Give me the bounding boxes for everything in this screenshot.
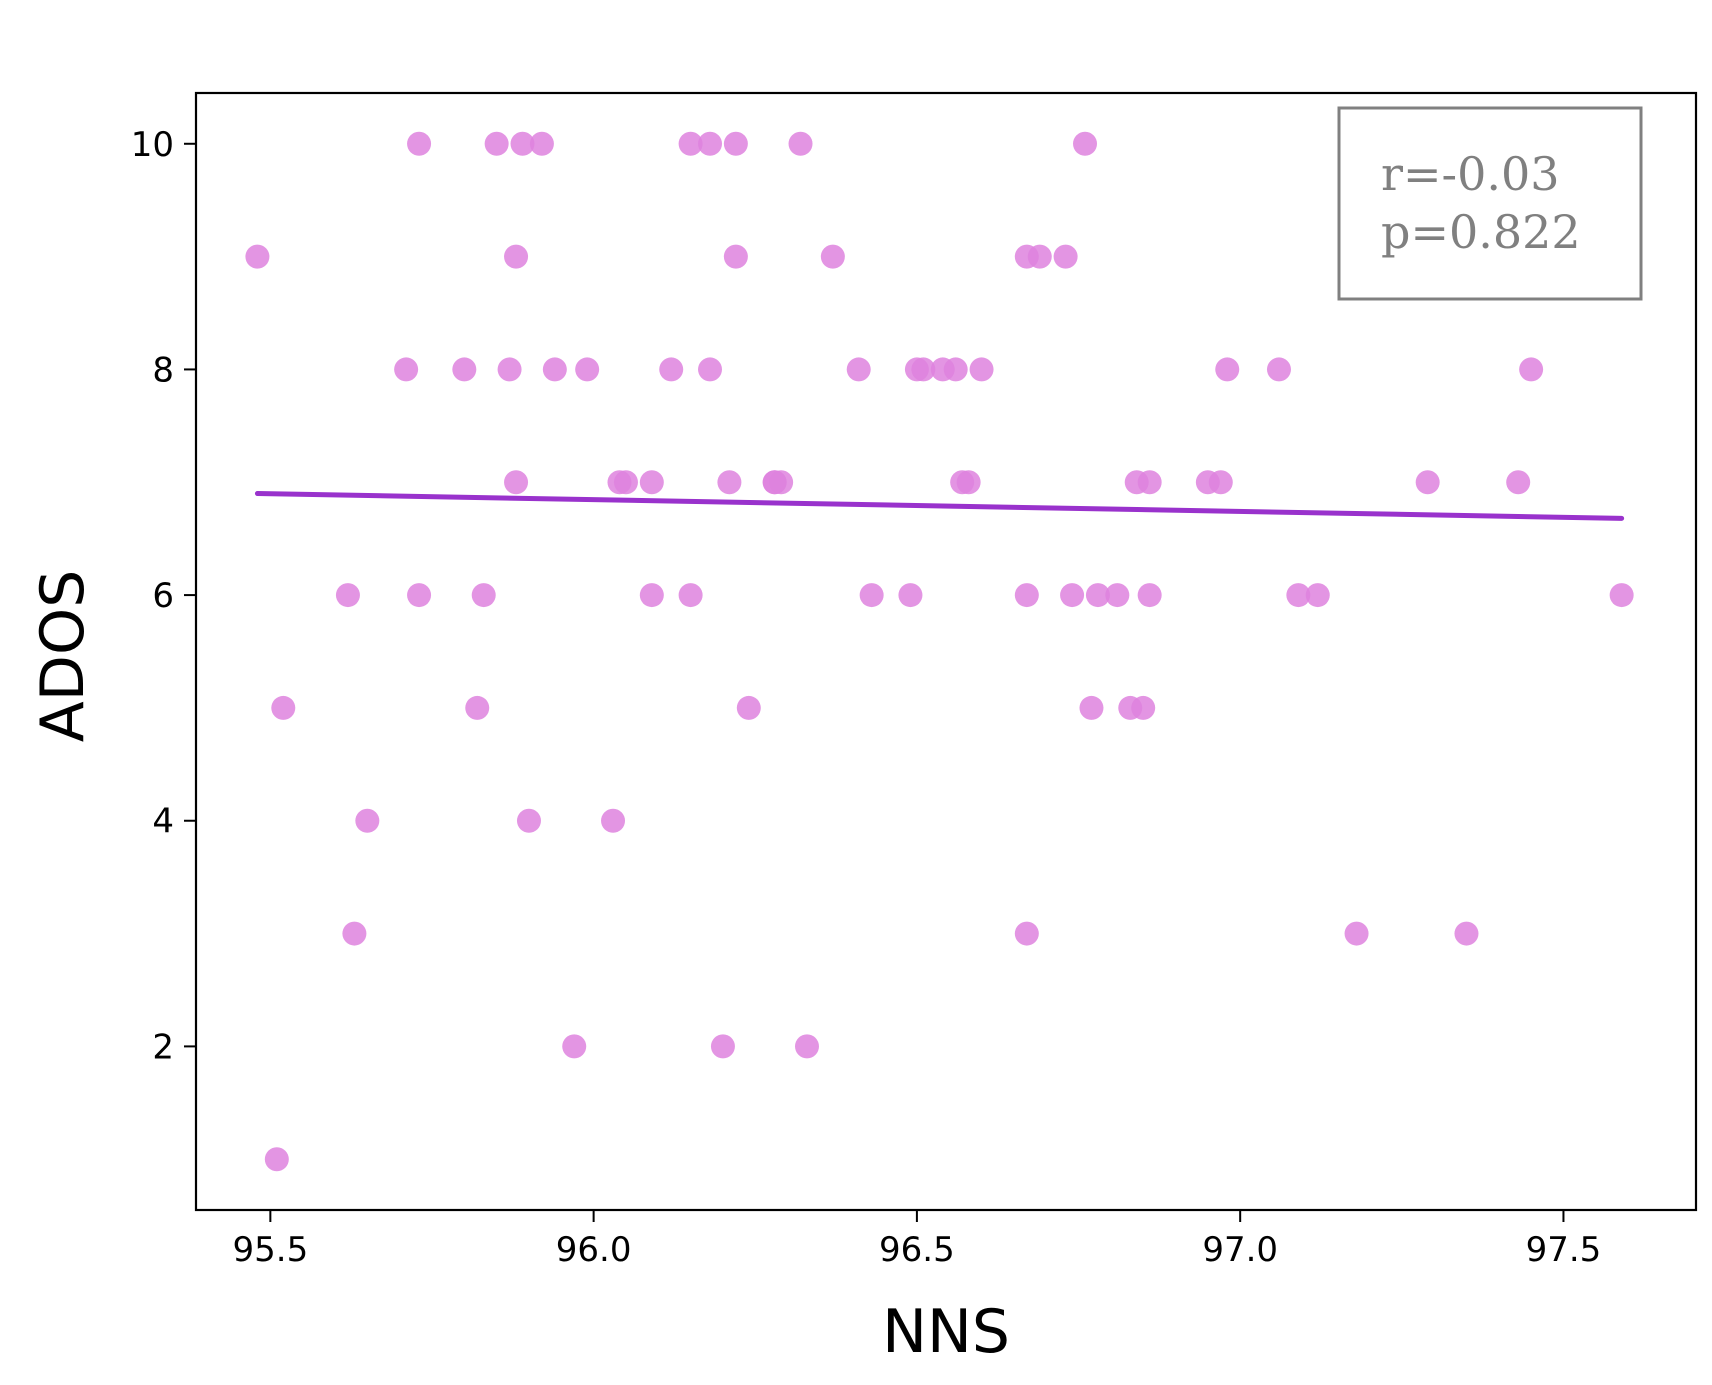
data-point-6 <box>355 808 380 833</box>
data-point-29 <box>678 131 703 156</box>
data-point-22 <box>575 357 600 382</box>
x-tick-label-4: 97.0 <box>1202 1230 1278 1270</box>
data-point-77 <box>1454 921 1479 946</box>
data-point-12 <box>471 583 496 608</box>
data-point-25 <box>613 470 638 495</box>
data-point-34 <box>717 470 742 495</box>
data-point-79 <box>1519 357 1544 382</box>
data-point-17 <box>510 131 535 156</box>
data-point-78 <box>1506 470 1531 495</box>
data-point-80 <box>1609 583 1634 608</box>
data-point-28 <box>659 357 684 382</box>
x-tick-label-1: 95.5 <box>233 1230 309 1270</box>
data-point-67 <box>1137 470 1162 495</box>
data-point-70 <box>1208 470 1233 495</box>
stats-box: r=-0.03 p=0.822 <box>1337 106 1643 301</box>
regression-line <box>254 491 1625 521</box>
x-tick-label-2: 96.0 <box>556 1230 632 1270</box>
data-point-19 <box>529 131 554 156</box>
data-point-41 <box>788 131 813 156</box>
y-tick-label-3: 6 <box>152 576 174 616</box>
data-point-16 <box>504 470 529 495</box>
data-point-72 <box>1266 357 1291 382</box>
x-axis-label: NNS <box>882 1297 1010 1367</box>
data-point-21 <box>562 1034 587 1059</box>
data-point-63 <box>1105 583 1130 608</box>
data-point-2 <box>264 1147 289 1172</box>
data-point-61 <box>1079 695 1104 720</box>
data-point-15 <box>504 244 529 269</box>
data-point-3 <box>271 695 296 720</box>
x-tick-label-5: 97.5 <box>1526 1230 1602 1270</box>
data-point-9 <box>407 583 432 608</box>
data-point-10 <box>452 357 477 382</box>
data-point-11 <box>465 695 490 720</box>
data-point-48 <box>911 357 936 382</box>
data-point-75 <box>1344 921 1369 946</box>
data-point-5 <box>342 921 367 946</box>
data-point-45 <box>859 583 884 608</box>
data-point-4 <box>335 583 360 608</box>
data-point-76 <box>1415 470 1440 495</box>
data-point-44 <box>846 357 871 382</box>
data-point-60 <box>1073 131 1098 156</box>
p-value-text: p=0.822 <box>1381 205 1581 259</box>
y-tick-label-4: 8 <box>152 350 174 390</box>
data-point-58 <box>1053 244 1078 269</box>
data-point-57 <box>1027 244 1052 269</box>
y-axis: 2 4 6 8 10 <box>131 125 196 1067</box>
data-point-74 <box>1305 583 1330 608</box>
data-point-20 <box>542 357 567 382</box>
data-point-73 <box>1286 583 1311 608</box>
data-point-37 <box>736 695 761 720</box>
data-point-36 <box>723 244 748 269</box>
data-point-23 <box>601 808 626 833</box>
data-point-31 <box>698 357 723 382</box>
data-point-7 <box>394 357 419 382</box>
data-point-53 <box>969 357 994 382</box>
correlation-text: r=-0.03 <box>1381 147 1560 201</box>
data-point-62 <box>1085 583 1110 608</box>
data-point-40 <box>769 470 794 495</box>
data-point-46 <box>898 583 923 608</box>
data-point-68 <box>1137 583 1162 608</box>
data-point-59 <box>1060 583 1085 608</box>
data-point-66 <box>1131 695 1156 720</box>
data-point-33 <box>710 1034 735 1059</box>
data-point-56 <box>1014 921 1039 946</box>
data-point-1 <box>245 244 270 269</box>
data-point-42 <box>794 1034 819 1059</box>
data-point-14 <box>497 357 522 382</box>
x-axis: 95.5 96.0 96.5 97.0 97.5 <box>233 1210 1602 1270</box>
x-tick-label-3: 96.5 <box>879 1230 955 1270</box>
data-point-50 <box>943 357 968 382</box>
data-point-71 <box>1215 357 1240 382</box>
data-point-30 <box>678 583 703 608</box>
data-point-52 <box>956 470 981 495</box>
y-tick-label-2: 4 <box>152 802 174 842</box>
data-point-8 <box>407 131 432 156</box>
data-point-55 <box>1014 583 1039 608</box>
data-point-32 <box>698 131 723 156</box>
data-point-43 <box>820 244 845 269</box>
y-axis-label: ADOS <box>28 570 98 743</box>
data-point-26 <box>639 583 664 608</box>
data-point-18 <box>516 808 541 833</box>
data-point-13 <box>484 131 509 156</box>
points-layer <box>245 131 1634 1172</box>
y-tick-label-1: 2 <box>152 1027 174 1067</box>
data-point-27 <box>639 470 664 495</box>
stats-box-frame <box>1337 106 1643 301</box>
plot-frame <box>194 91 1698 1212</box>
y-tick-label-5: 10 <box>131 125 174 165</box>
data-point-35 <box>723 131 748 156</box>
